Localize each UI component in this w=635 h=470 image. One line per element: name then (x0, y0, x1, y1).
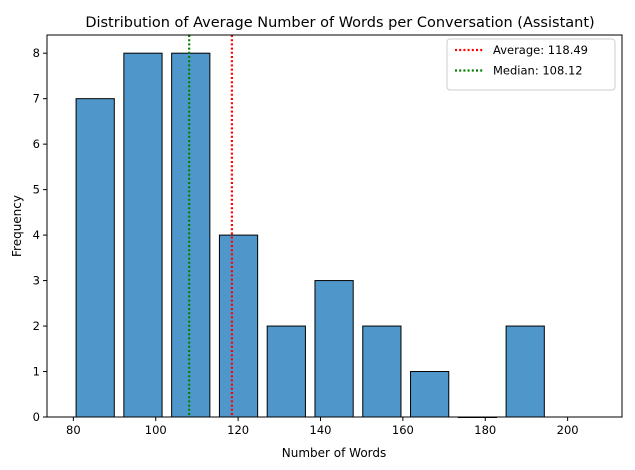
y-tick-label: 3 (33, 274, 40, 288)
y-tick-label: 6 (33, 137, 40, 151)
y-axis-label: Frequency (10, 195, 24, 257)
x-tick-label: 140 (310, 423, 332, 437)
y-tick-label: 5 (33, 183, 40, 197)
y-tick-label: 7 (33, 92, 40, 106)
x-tick-label: 200 (557, 423, 579, 437)
histogram-bar (123, 52, 163, 418)
x-tick-label: 180 (474, 423, 496, 437)
histogram-bar (505, 325, 545, 418)
histogram-bar (75, 98, 115, 418)
histogram-bar (314, 280, 354, 418)
y-tick-label: 0 (33, 410, 40, 424)
y-axis-ticks: 0 1 2 3 4 5 6 7 8 (33, 46, 47, 424)
histogram-bar (171, 52, 211, 418)
legend: Average: 118.49 Median: 108.12 (446, 38, 616, 91)
y-tick-label: 4 (33, 228, 40, 242)
y-tick-label: 2 (33, 319, 40, 333)
y-tick-label: 1 (33, 365, 40, 379)
plot-frame (46, 34, 623, 418)
legend-box (446, 38, 616, 91)
legend-label: Median: 108.12 (493, 64, 583, 78)
x-axis-label: Number of Words (282, 446, 387, 460)
bars-group (75, 52, 545, 418)
x-tick-label: 80 (66, 423, 81, 437)
histogram-bar (410, 371, 450, 418)
histogram-bar (362, 325, 402, 418)
x-axis-ticks: 80 100 120 140 160 180 200 (66, 417, 579, 437)
legend-label: Average: 118.49 (493, 43, 588, 57)
y-tick-label: 8 (33, 46, 40, 60)
chart-title: Distribution of Average Number of Words … (85, 15, 594, 31)
histogram-bar (266, 325, 306, 418)
reference-lines-group (188, 35, 233, 417)
histogram-bar (218, 234, 259, 418)
x-tick-label: 120 (227, 423, 249, 437)
x-tick-label: 100 (145, 423, 167, 437)
x-tick-label: 160 (392, 423, 414, 437)
